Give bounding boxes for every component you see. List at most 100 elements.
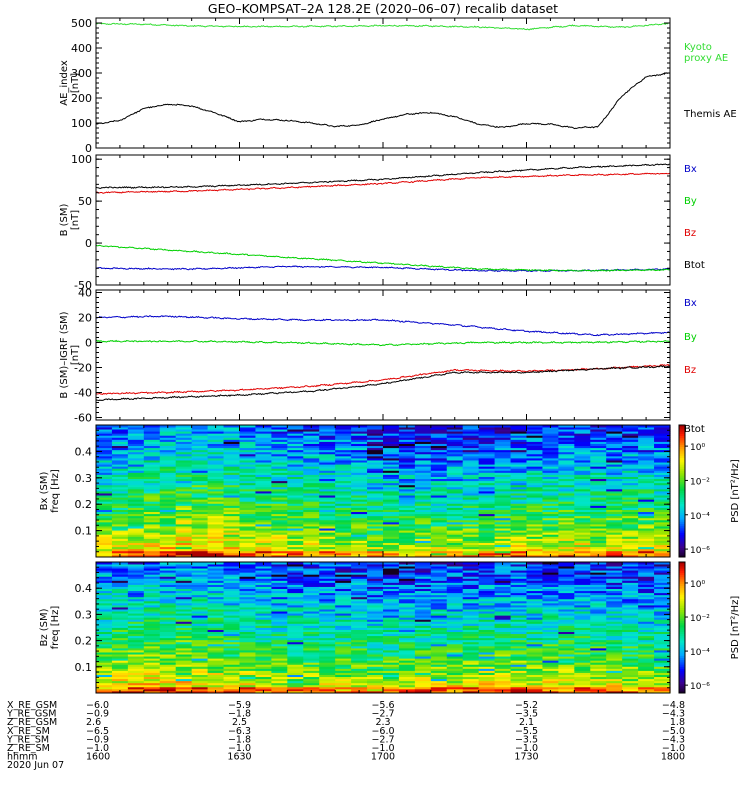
- spectrogram-cell: [271, 668, 288, 671]
- spectrogram-cell: [96, 482, 113, 486]
- spectrogram-cell: [111, 564, 129, 567]
- spectrogram-cell: [638, 464, 655, 467]
- spectrogram-cell: [191, 542, 209, 546]
- spectrogram-cell: [526, 604, 544, 608]
- spectrogram-cell: [383, 528, 400, 531]
- spectrogram-cell: [159, 580, 177, 583]
- spectrogram-cell: [430, 425, 448, 428]
- spectrogram-cell: [127, 493, 145, 496]
- spectrogram-cell: [398, 647, 416, 651]
- spectrogram-cell: [319, 660, 336, 663]
- spectrogram-cell: [446, 466, 464, 469]
- spectrogram-cell: [255, 501, 272, 504]
- spectrogram-cell: [255, 602, 272, 606]
- spectrogram-cell: [239, 588, 257, 592]
- spectrogram-cell: [622, 668, 639, 671]
- spectrogram-cell: [223, 652, 241, 655]
- spectrogram-cell: [143, 482, 161, 486]
- spectrogram-cell: [255, 519, 272, 523]
- spectrogram-cell: [271, 666, 288, 669]
- spectrogram-cell: [558, 482, 575, 486]
- spectrogram-cell: [191, 650, 209, 653]
- spectrogram-cell: [622, 517, 639, 521]
- spectrogram-cell: [287, 521, 304, 525]
- spectrogram-cell: [542, 478, 559, 482]
- spectrogram-cell: [494, 515, 512, 519]
- spectrogram-cell: [398, 550, 416, 554]
- bx-spectrogram: 0.10.20.30.4Bx (SM) freq [Hz]10⁰10⁻²10⁻⁴1…: [39, 424, 741, 558]
- spectrogram-cell: [574, 550, 591, 554]
- spectrogram-cell: [319, 562, 336, 565]
- spectrogram-cell: [223, 680, 241, 684]
- spectrogram-cell: [239, 570, 257, 573]
- spectrogram-cell: [287, 429, 304, 432]
- spectrogram-cell: [558, 564, 575, 567]
- spectrogram-cell: [590, 631, 607, 635]
- spectrogram-cell: [494, 536, 512, 539]
- spectrogram-cell: [367, 600, 384, 604]
- spectrogram-cell: [127, 482, 145, 486]
- spectrogram-cell: [287, 427, 304, 430]
- spectrogram-cell: [159, 564, 177, 567]
- spectrogram-cell: [111, 464, 129, 467]
- spectrogram-cell: [287, 676, 304, 680]
- spectrogram-cell: [223, 625, 241, 628]
- spectrogram-cell: [414, 455, 432, 459]
- spectrogram-cell: [351, 499, 368, 502]
- spectrogram-cell: [367, 652, 384, 655]
- spectrogram-cell: [335, 637, 352, 641]
- spectrogram-cell: [430, 507, 448, 510]
- spectrogram-cell: [446, 511, 464, 515]
- spectrogram-cell: [319, 627, 336, 630]
- spectrogram-cell: [319, 652, 336, 655]
- spectrogram-cell: [542, 540, 559, 543]
- spectrogram-cell: [510, 526, 528, 529]
- spectrogram-cell: [622, 688, 639, 692]
- spectrogram-cell: [223, 540, 241, 543]
- spectrogram-cell: [558, 505, 575, 508]
- spectrogram-cell: [446, 497, 464, 500]
- spectrogram-cell: [398, 652, 416, 655]
- spectrogram-cell: [207, 568, 225, 571]
- spectrogram-cell: [159, 445, 177, 449]
- spectrogram-cell: [127, 629, 145, 632]
- spectrogram-cell: [175, 647, 193, 651]
- spectrogram-cell: [542, 598, 559, 602]
- spectrogram-cell: [271, 572, 288, 575]
- spectrogram-cell: [446, 578, 464, 581]
- spectrogram-cell: [351, 590, 368, 594]
- spectrogram-cell: [414, 466, 432, 469]
- spectrogram-cell: [446, 594, 464, 598]
- spectrogram-cell: [303, 468, 320, 471]
- spectrogram-cell: [606, 647, 623, 651]
- spectrogram-cell: [111, 548, 129, 552]
- spectrogram-cell: [414, 491, 432, 494]
- spectrogram-cell: [606, 499, 623, 502]
- spectrogram-cell: [510, 676, 528, 680]
- spectrogram-cell: [191, 584, 209, 587]
- spectrogram-cell: [351, 476, 368, 480]
- spectrogram-cell: [446, 674, 464, 678]
- spectrogram-cell: [622, 519, 639, 523]
- spectrogram-cell: [191, 462, 209, 465]
- spectrogram-cell: [526, 458, 544, 461]
- spectrogram-cell: [367, 688, 384, 692]
- spectrogram-cell: [175, 550, 193, 554]
- spectrogram-cell: [526, 439, 544, 442]
- spectrogram-cell: [367, 586, 384, 590]
- colorbar-segment: [679, 546, 685, 549]
- spectrogram-cell: [271, 682, 288, 686]
- spectrogram-cell: [622, 654, 639, 657]
- colorbar-segment: [679, 493, 685, 496]
- spectrogram-cell: [143, 590, 161, 594]
- spectrogram-cell: [494, 613, 512, 616]
- colorbar-segment: [679, 431, 685, 435]
- spectrogram-cell: [510, 538, 528, 541]
- spectrogram-cell: [271, 566, 288, 569]
- spectrogram-cell: [111, 590, 129, 594]
- spectrogram-cell: [159, 615, 177, 618]
- spectrogram-cell: [622, 652, 639, 655]
- spectrogram-cell: [590, 536, 607, 539]
- spectrogram-cell: [414, 495, 432, 498]
- spectrogram-cell: [606, 635, 623, 639]
